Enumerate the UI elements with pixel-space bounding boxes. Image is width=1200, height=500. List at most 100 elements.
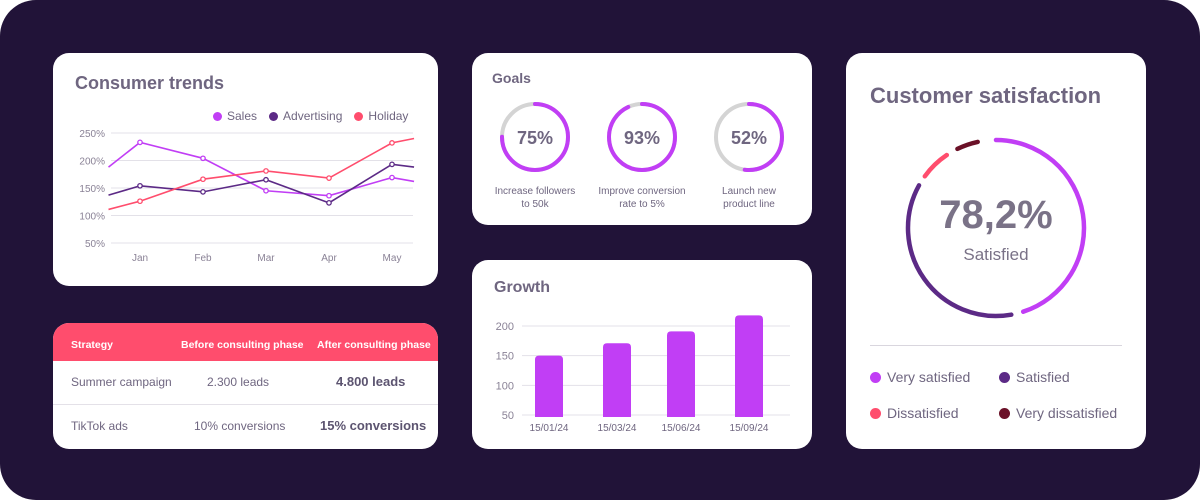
consumer-trends-title: Consumer trends bbox=[75, 73, 225, 93]
dissatisfied-segment bbox=[922, 152, 950, 179]
progress-arc bbox=[500, 102, 570, 172]
table-row: Summer campaign 2.300 leads 4.800 leads bbox=[53, 361, 438, 405]
goal-percent: 75% bbox=[517, 128, 553, 148]
header-after: After consulting phase bbox=[317, 339, 431, 351]
x-tick-label: 15/03/24 bbox=[598, 423, 637, 434]
goals-title: Goals bbox=[492, 70, 531, 86]
cell-before: 10% conversions bbox=[194, 419, 286, 433]
goal-progress-ring: 93% bbox=[607, 102, 677, 172]
goal-percent: 52% bbox=[731, 128, 767, 148]
sales-legend-dot bbox=[213, 111, 222, 121]
dissatisfied-legend-dot bbox=[870, 407, 881, 419]
satisfaction-donut-chart bbox=[905, 137, 1087, 319]
x-tick-label: May bbox=[383, 253, 402, 264]
goal-label-line: to 50k bbox=[521, 199, 549, 210]
y-tick-label: 50 bbox=[502, 410, 514, 422]
satisfied-segment bbox=[905, 183, 1014, 319]
x-tick-label: Jan bbox=[132, 253, 148, 264]
divider bbox=[870, 345, 1122, 346]
legend-item-sales: Sales bbox=[213, 109, 257, 123]
satisfied-legend-dot bbox=[999, 371, 1010, 383]
legend-label: Very dissatisfied bbox=[1016, 405, 1118, 421]
goal-label: Improve conversion rate to 5% bbox=[592, 185, 692, 211]
x-tick-label: 15/09/24 bbox=[730, 423, 769, 434]
growth-card: Growth 200 150 100 50 15/01/24 15/03/24 15/06/… bbox=[472, 260, 812, 449]
y-tick-label: 200% bbox=[79, 157, 105, 168]
customer-satisfaction-card: Customer satisfaction 78,2% Satisfied Ve… bbox=[846, 53, 1146, 449]
data-point bbox=[137, 139, 143, 146]
bar bbox=[667, 331, 695, 417]
satisfaction-value: 78,2% bbox=[939, 193, 1053, 237]
goal-label-line: Improve conversion bbox=[598, 186, 686, 197]
growth-bar-chart: 200 150 100 50 15/01/24 15/03/24 15/06/24 15/09… bbox=[496, 315, 790, 434]
growth-title: Growth bbox=[494, 279, 550, 296]
x-tick-label: Feb bbox=[194, 253, 212, 264]
legend-label: Dissatisfied bbox=[887, 405, 959, 421]
goal-label: Launch new product line bbox=[699, 185, 799, 211]
legend-item-very-satisfied: Very satisfied bbox=[870, 369, 970, 385]
goal-label-line: Launch new bbox=[722, 186, 776, 197]
legend-label: Satisfied bbox=[1016, 369, 1070, 385]
bar bbox=[603, 343, 631, 417]
very-dissatisfied-segment bbox=[955, 139, 980, 152]
cell-after: 4.800 leads bbox=[336, 374, 406, 389]
very-satisfied-segment bbox=[993, 137, 1087, 314]
progress-arc bbox=[714, 102, 784, 172]
cell-strategy: Summer campaign bbox=[71, 375, 172, 389]
progress-arc bbox=[607, 102, 677, 172]
goal-label: Increase followers to 50k bbox=[485, 185, 585, 211]
legend-label: Very satisfied bbox=[887, 369, 971, 385]
legend-label-advertising: Advertising bbox=[283, 109, 343, 123]
legend-item-dissatisfied: Dissatisfied bbox=[870, 405, 959, 421]
goal-percent: 93% bbox=[624, 128, 660, 148]
data-point bbox=[263, 168, 269, 174]
y-tick-label: 150% bbox=[79, 184, 105, 195]
goal-label-line: product line bbox=[723, 199, 775, 210]
consumer-trends-card: Consumer trends Sales Advertising Holida… bbox=[53, 53, 438, 286]
data-point bbox=[200, 176, 206, 183]
goal-followers: 75% Increase followers to 50k bbox=[485, 97, 585, 211]
series-line-holiday bbox=[108, 137, 415, 211]
data-point bbox=[389, 140, 395, 146]
header-strategy: Strategy bbox=[71, 339, 114, 351]
y-tick-label: 100 bbox=[496, 380, 514, 392]
legend-item-holiday: Holiday bbox=[354, 109, 408, 123]
goal-product-line: 52% Launch new product line bbox=[699, 97, 799, 211]
data-point bbox=[389, 161, 395, 168]
table-row: TikTok ads 10% conversions 15% conversio… bbox=[53, 405, 438, 449]
y-tick-label: 100% bbox=[79, 212, 105, 223]
bar bbox=[735, 315, 763, 417]
trends-legend: Sales Advertising Holiday bbox=[213, 109, 408, 123]
legend-label-sales: Sales bbox=[227, 109, 258, 123]
y-tick-label: 200 bbox=[496, 321, 514, 333]
customer-satisfaction-title: Customer satisfaction bbox=[870, 83, 1102, 108]
bar bbox=[535, 355, 563, 417]
advertising-legend-dot bbox=[269, 111, 279, 121]
legend-item-satisfied: Satisfied bbox=[999, 369, 1070, 385]
data-point bbox=[137, 198, 143, 205]
x-tick-label: Apr bbox=[321, 253, 337, 264]
data-point bbox=[263, 187, 269, 194]
data-point bbox=[326, 175, 332, 181]
y-tick-label: 50% bbox=[85, 239, 105, 250]
holiday-legend-dot bbox=[354, 111, 364, 121]
header-before: Before consulting phase bbox=[181, 339, 304, 351]
y-tick-label: 250% bbox=[79, 129, 105, 140]
data-point bbox=[326, 192, 332, 199]
cell-after: 15% conversions bbox=[320, 418, 427, 433]
satisfaction-label: Satisfied bbox=[963, 245, 1029, 264]
goal-label-line: rate to 5% bbox=[619, 199, 665, 210]
data-point bbox=[137, 182, 143, 189]
very-dissatisfied-legend-dot bbox=[999, 407, 1010, 419]
legend-item-advertising: Advertising bbox=[269, 109, 342, 123]
x-tick-label: 15/01/24 bbox=[530, 423, 569, 434]
data-point bbox=[326, 200, 332, 206]
y-tick-label: 150 bbox=[496, 351, 514, 363]
legend-label-holiday: Holiday bbox=[368, 109, 409, 123]
table-header-row: Strategy Before consulting phase After c… bbox=[53, 323, 438, 361]
data-point bbox=[200, 189, 206, 195]
goal-progress-ring: 52% bbox=[714, 102, 784, 172]
very-satisfied-legend-dot bbox=[870, 371, 881, 383]
x-tick-label: 15/06/24 bbox=[662, 423, 701, 434]
